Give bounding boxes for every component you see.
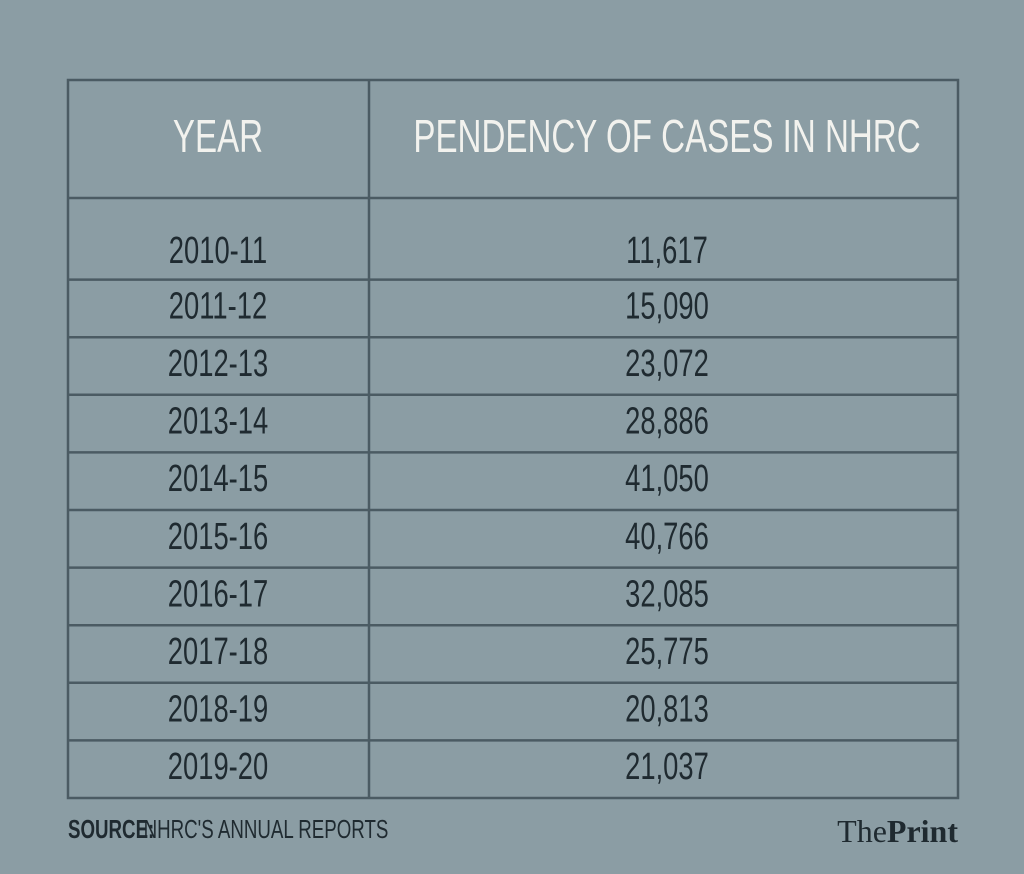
pendency-cell-group: 41,050 [625, 458, 709, 500]
pendency-cell: 11,617 [626, 230, 708, 272]
year-cell: 2010-11 [169, 230, 267, 272]
year-cell: 2013-14 [168, 400, 268, 442]
year-cell-group: 2014-15 [168, 458, 268, 500]
pendency-cell: 40,766 [625, 516, 709, 558]
pendency-cell-group: 23,072 [625, 343, 709, 385]
year-cell: 2018-19 [168, 688, 268, 730]
logo: ThePrint [837, 813, 958, 849]
logo-the: The [837, 813, 887, 849]
year-cell: 2014-15 [168, 458, 268, 500]
year-cell-group: 2011-12 [169, 285, 267, 327]
year-cell-group: 2017-18 [168, 631, 268, 673]
year-cell-group: 2016-17 [168, 573, 268, 615]
year-cell-group: 2012-13 [168, 343, 268, 385]
column-header: PENDENCY OF CASES IN NHRC [413, 112, 920, 162]
source-note: SOURCE: NHRC'S ANNUAL REPORTS [68, 814, 388, 844]
pendency-cell-group: 15,090 [625, 285, 709, 327]
table-border [66, 78, 960, 800]
year-cell: 2016-17 [168, 573, 268, 615]
column-header-group: YEAR [173, 112, 263, 162]
year-cell: 2017-18 [168, 631, 268, 673]
pendency-cell-group: 28,886 [625, 400, 709, 442]
year-cell: 2012-13 [168, 343, 268, 385]
year-cell-group: 2010-11 [169, 230, 267, 272]
year-cell-group: 2013-14 [168, 400, 268, 442]
year-cell-group: 2019-20 [168, 746, 268, 788]
year-cell-group: 2018-19 [168, 688, 268, 730]
pendency-cell: 15,090 [625, 285, 709, 327]
pendency-cell-group: 32,085 [625, 573, 709, 615]
column-header: YEAR [173, 112, 263, 162]
pendency-cell-group: 21,037 [625, 746, 709, 788]
pendency-cell-group: 25,775 [625, 631, 709, 673]
pendency-cell: 20,813 [625, 688, 709, 730]
pendency-cell-group: 20,813 [625, 688, 709, 730]
year-cell: 2015-16 [168, 516, 268, 558]
source-label: SOURCE: [68, 814, 154, 844]
pendency-cell-group: 11,617 [626, 230, 708, 272]
logo-print: Print [887, 813, 958, 849]
year-cell: 2019-20 [168, 746, 268, 788]
pendency-cell: 21,037 [625, 746, 709, 788]
pendency-cell: 25,775 [625, 631, 709, 673]
column-header-group: PENDENCY OF CASES IN NHRC [413, 112, 920, 162]
pendency-cell-group: 40,766 [625, 516, 709, 558]
pendency-cell: 23,072 [625, 343, 709, 385]
year-cell: 2011-12 [169, 285, 267, 327]
year-cell-group: 2015-16 [168, 516, 268, 558]
pendency-cell: 41,050 [625, 458, 709, 500]
pendency-cell: 28,886 [625, 400, 709, 442]
pendency-cell: 32,085 [625, 573, 709, 615]
source-text: NHRC'S ANNUAL REPORTS [144, 814, 389, 844]
